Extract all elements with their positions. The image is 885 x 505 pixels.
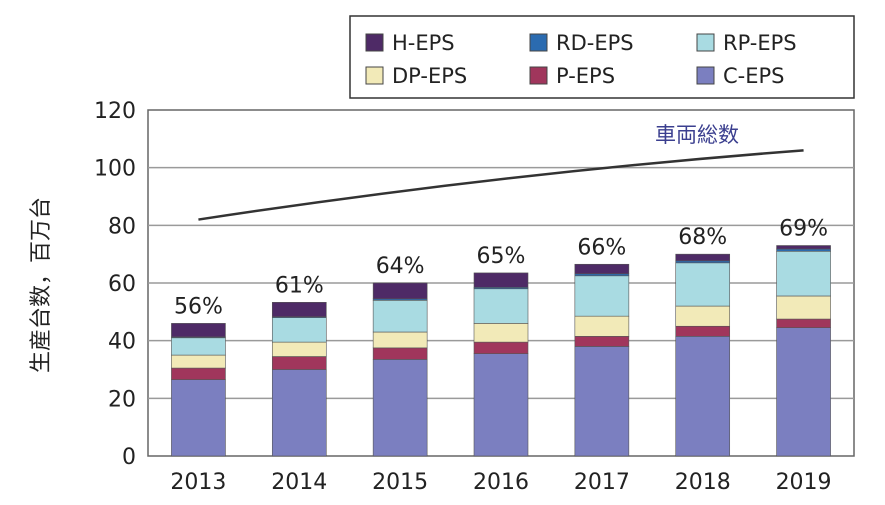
legend-swatch-rp-eps (696, 33, 715, 52)
legend-label-rp-eps: RP-EPS (723, 31, 797, 55)
y-axis-label: 生産台数，百万台 (29, 197, 54, 373)
y-tick-100: 100 (94, 157, 136, 182)
legend: H-EPS RD-EPS RP-EPS DP-EPS P-EPS C-EPS (365, 31, 797, 88)
bar-2013-c-eps (171, 379, 226, 457)
bar-2017-h-eps (574, 263, 630, 275)
bar-2016-c-eps (473, 353, 529, 457)
x-tick-2019: 2019 (776, 470, 832, 495)
bar-2013-p-eps (171, 367, 226, 380)
bar-label-2017: 66% (577, 235, 626, 260)
bar-2013-rp-eps (171, 337, 226, 356)
bar-2017-rp-eps (574, 275, 630, 317)
legend-label-p-eps: P-EPS (556, 64, 615, 88)
legend-swatch-p-eps (529, 66, 548, 85)
bar-2019-c-eps (776, 327, 831, 457)
bar-2018-h-eps (675, 253, 731, 262)
bar-2015-h-eps (372, 282, 428, 300)
bar-2016-dp-eps (473, 323, 529, 343)
bar-2016-rp-eps (473, 288, 529, 324)
bar-2019-rd-eps (776, 248, 831, 252)
bar-2018-rd-eps (675, 260, 731, 264)
x-tick-2018: 2018 (675, 470, 731, 495)
bar-label-2015: 64% (376, 254, 425, 279)
bar-label-2013: 56% (174, 294, 223, 319)
legend-swatch-dp-eps (365, 66, 384, 85)
x-tick-labels: 2013 2014 2015 2016 2017 2018 2019 (170, 470, 831, 495)
y-tick-labels: 0 20 40 60 80 100 120 (94, 99, 136, 470)
bar-label-2019: 69% (779, 217, 828, 242)
bar-2019-dp-eps (776, 295, 831, 320)
legend-label-rd-eps: RD-EPS (556, 31, 634, 55)
bar-2016-h-eps (473, 272, 529, 288)
bar-2014-p-eps (271, 356, 327, 370)
bar-2019-h-eps (776, 245, 831, 250)
bar-2015-p-eps (372, 347, 428, 360)
y-tick-80: 80 (108, 214, 136, 239)
bar-2017-c-eps (574, 346, 630, 457)
total-vehicles-line-label: 車両総数 (655, 123, 739, 147)
bar-2014-rp-eps (271, 317, 327, 343)
bar-2014-c-eps (271, 369, 327, 457)
bar-2014-dp-eps (271, 341, 327, 357)
legend-swatch-c-eps (696, 66, 715, 85)
bar-2018-c-eps (675, 336, 731, 457)
legend-label-h-eps: H-EPS (392, 31, 455, 55)
bar-2014-h-eps (271, 302, 327, 318)
legend-swatch-rd-eps (529, 33, 548, 52)
y-tick-20: 20 (108, 387, 136, 412)
bar-label-2014: 61% (275, 273, 324, 298)
x-tick-2017: 2017 (574, 470, 630, 495)
bar-label-2018: 68% (678, 225, 727, 250)
bar-2019-rp-eps (776, 250, 831, 297)
bar-2015-dp-eps (372, 331, 428, 349)
legend-swatch-h-eps (365, 33, 384, 52)
y-tick-120: 120 (94, 99, 136, 124)
bar-2017-dp-eps (574, 315, 630, 337)
x-tick-2014: 2014 (271, 470, 327, 495)
bar-2018-p-eps (675, 325, 731, 337)
bar-2017-p-eps (574, 336, 630, 347)
y-tick-60: 60 (108, 272, 136, 297)
bar-2019-p-eps (776, 318, 831, 328)
y-tick-0: 0 (122, 445, 136, 470)
bar-percent-labels: 56% 61% 64% 65% 66% 68% 69% (174, 217, 828, 320)
legend-label-c-eps: C-EPS (723, 64, 785, 88)
legend-label-dp-eps: DP-EPS (392, 64, 467, 88)
bar-2015-rp-eps (372, 299, 428, 333)
bar-2013-dp-eps (171, 354, 226, 369)
bar-label-2016: 65% (477, 244, 526, 269)
bar-2013-h-eps (171, 323, 226, 338)
bar-2015-c-eps (372, 359, 428, 457)
x-tick-2013: 2013 (170, 470, 226, 495)
bar-2018-rp-eps (675, 262, 731, 307)
bar-2016-p-eps (473, 341, 529, 354)
x-tick-2016: 2016 (473, 470, 529, 495)
total-vehicles-line (198, 149, 804, 221)
x-tick-2015: 2015 (372, 470, 428, 495)
bar-2018-dp-eps (675, 305, 731, 327)
bar-2017-rd-eps (574, 273, 630, 277)
bars-layer (171, 245, 831, 457)
legend-box (349, 15, 855, 99)
y-tick-40: 40 (108, 330, 136, 355)
